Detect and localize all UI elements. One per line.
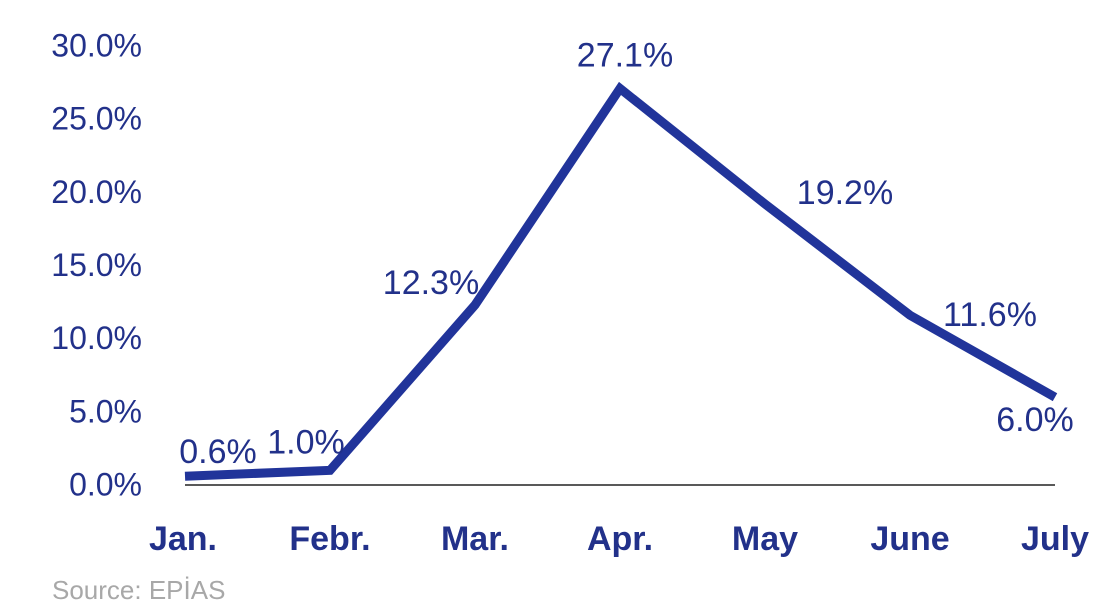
data-label: 0.6% [179, 433, 257, 471]
x-tick-label: Apr. [587, 520, 653, 558]
data-label: 12.3% [383, 264, 479, 302]
x-tick-label: July [1021, 520, 1089, 558]
x-tick-label: May [732, 520, 798, 558]
x-tick-label: June [870, 520, 949, 558]
y-tick-label: 0.0% [69, 466, 142, 502]
y-tick-label: 15.0% [51, 247, 142, 283]
y-tick-label: 20.0% [51, 174, 142, 210]
y-tick-label: 10.0% [51, 320, 142, 356]
line [184, 81, 1058, 481]
x-tick-label: Jan. [149, 520, 217, 558]
y-tick-label: 30.0% [51, 27, 142, 63]
y-tick-label: 5.0% [69, 393, 142, 429]
data-label: 11.6% [943, 296, 1037, 334]
source: Source: EPİAS [52, 575, 225, 605]
data-label: 1.0% [267, 423, 345, 461]
x-tick-label: Mar. [441, 520, 509, 558]
data-label: 19.2% [797, 174, 893, 212]
y-tick-label: 25.0% [51, 101, 142, 137]
x-tick-label: Febr. [289, 520, 370, 558]
data-label: 6.0% [996, 401, 1074, 439]
data-label: 27.1% [577, 36, 673, 74]
